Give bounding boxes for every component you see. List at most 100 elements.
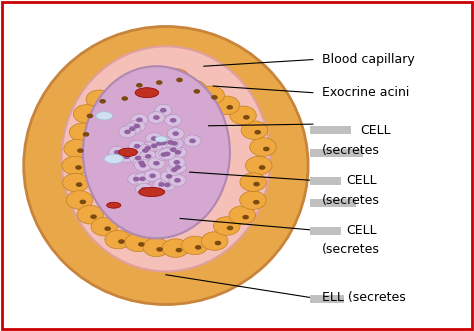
Circle shape xyxy=(161,170,178,182)
Circle shape xyxy=(134,144,140,149)
Circle shape xyxy=(250,138,276,156)
Circle shape xyxy=(167,128,184,140)
Circle shape xyxy=(211,95,218,100)
Circle shape xyxy=(158,182,165,187)
Ellipse shape xyxy=(155,136,167,142)
Circle shape xyxy=(164,152,171,156)
Circle shape xyxy=(87,114,93,118)
Circle shape xyxy=(66,191,93,209)
Circle shape xyxy=(169,162,186,173)
Circle shape xyxy=(141,187,147,192)
Circle shape xyxy=(171,167,178,172)
Circle shape xyxy=(184,135,201,147)
Circle shape xyxy=(174,165,181,170)
Circle shape xyxy=(160,108,166,113)
Circle shape xyxy=(156,80,163,85)
Circle shape xyxy=(76,182,82,187)
Circle shape xyxy=(201,232,228,250)
Circle shape xyxy=(109,146,126,158)
Circle shape xyxy=(255,130,261,134)
Circle shape xyxy=(108,87,135,106)
Circle shape xyxy=(164,183,171,187)
Circle shape xyxy=(129,152,146,164)
Circle shape xyxy=(153,178,170,190)
Text: ELL (secretes: ELL (secretes xyxy=(322,291,406,305)
Circle shape xyxy=(145,146,151,150)
Circle shape xyxy=(162,239,189,258)
Circle shape xyxy=(180,80,207,99)
Circle shape xyxy=(86,90,113,109)
Circle shape xyxy=(118,151,135,163)
Circle shape xyxy=(241,121,268,139)
Ellipse shape xyxy=(135,88,159,98)
Circle shape xyxy=(182,236,208,255)
Circle shape xyxy=(151,137,168,149)
Circle shape xyxy=(80,200,86,204)
Circle shape xyxy=(153,161,160,166)
Text: CELL: CELL xyxy=(346,223,377,237)
Circle shape xyxy=(173,131,179,136)
Circle shape xyxy=(143,71,169,90)
Circle shape xyxy=(170,118,176,123)
Circle shape xyxy=(149,173,156,178)
Ellipse shape xyxy=(118,148,137,157)
Bar xyxy=(310,177,341,185)
Circle shape xyxy=(143,238,170,257)
Circle shape xyxy=(240,191,266,210)
Circle shape xyxy=(160,140,167,145)
Circle shape xyxy=(167,140,174,145)
Circle shape xyxy=(253,200,260,205)
Circle shape xyxy=(69,123,96,142)
Circle shape xyxy=(131,114,148,126)
Circle shape xyxy=(135,159,152,171)
Circle shape xyxy=(193,89,200,94)
Circle shape xyxy=(133,177,140,181)
Circle shape xyxy=(243,115,250,119)
Circle shape xyxy=(198,86,224,105)
Circle shape xyxy=(175,248,182,253)
Circle shape xyxy=(119,126,136,138)
Circle shape xyxy=(156,141,163,146)
Circle shape xyxy=(124,129,131,134)
Circle shape xyxy=(139,142,156,154)
Circle shape xyxy=(62,156,89,175)
Circle shape xyxy=(168,156,185,168)
Circle shape xyxy=(153,115,160,120)
Circle shape xyxy=(155,104,172,116)
Circle shape xyxy=(155,149,173,161)
Bar xyxy=(310,199,356,207)
Circle shape xyxy=(138,161,145,165)
Circle shape xyxy=(155,137,172,149)
Circle shape xyxy=(145,154,152,159)
Ellipse shape xyxy=(96,112,113,120)
Ellipse shape xyxy=(138,187,165,197)
Circle shape xyxy=(128,120,146,132)
Circle shape xyxy=(105,230,131,249)
Circle shape xyxy=(90,214,97,219)
Circle shape xyxy=(139,176,146,181)
Circle shape xyxy=(164,115,182,126)
Circle shape xyxy=(114,150,120,155)
Circle shape xyxy=(259,165,265,170)
Circle shape xyxy=(242,215,249,219)
Text: (secretes: (secretes xyxy=(322,144,380,157)
Circle shape xyxy=(135,156,141,160)
Circle shape xyxy=(148,157,165,169)
Circle shape xyxy=(138,242,145,247)
Circle shape xyxy=(129,126,136,131)
Circle shape xyxy=(166,174,173,179)
Circle shape xyxy=(136,118,143,122)
Circle shape xyxy=(195,245,201,250)
Bar xyxy=(310,126,351,134)
Circle shape xyxy=(75,165,82,170)
Text: (secretes: (secretes xyxy=(322,243,380,257)
Circle shape xyxy=(151,136,157,141)
Circle shape xyxy=(100,99,106,104)
Circle shape xyxy=(166,164,183,176)
Circle shape xyxy=(173,160,180,165)
Circle shape xyxy=(125,233,151,252)
Circle shape xyxy=(104,226,111,231)
Circle shape xyxy=(134,173,151,185)
Circle shape xyxy=(240,173,266,191)
Ellipse shape xyxy=(104,154,123,164)
